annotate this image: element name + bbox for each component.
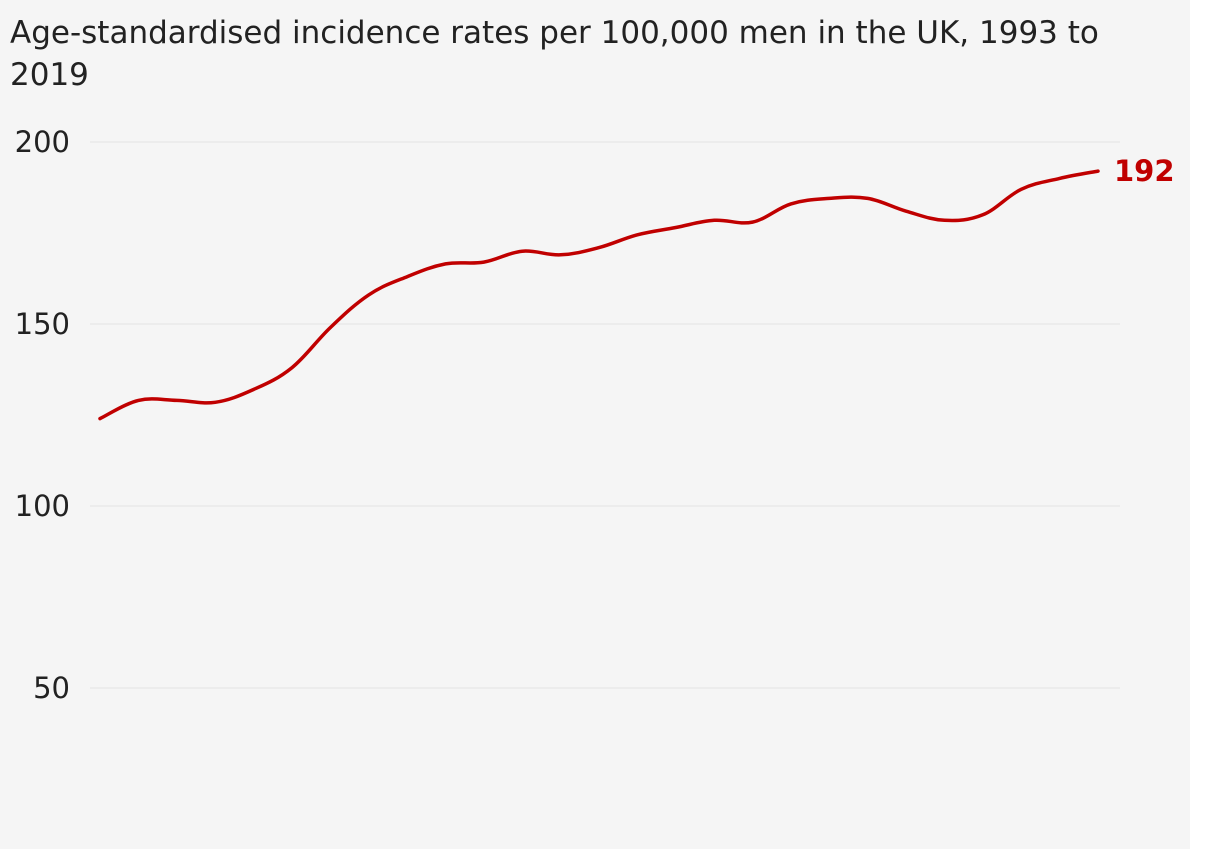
y-tick-label-150: 150 <box>15 307 70 341</box>
y-tick-label-200: 200 <box>15 125 70 159</box>
chart-title: Age-standardised incidence rates per 100… <box>10 15 1099 93</box>
series-line-0 <box>98 169 1100 421</box>
end-value-label: 192 <box>1114 154 1175 188</box>
y-axis-ticks: 50 100 150 200 <box>15 125 70 705</box>
gridlines <box>90 141 1120 689</box>
data-labels: 192 <box>1114 154 1175 188</box>
y-tick-label-100: 100 <box>15 489 70 523</box>
y-tick-label-50: 50 <box>33 671 70 705</box>
series-layer <box>98 169 1100 421</box>
